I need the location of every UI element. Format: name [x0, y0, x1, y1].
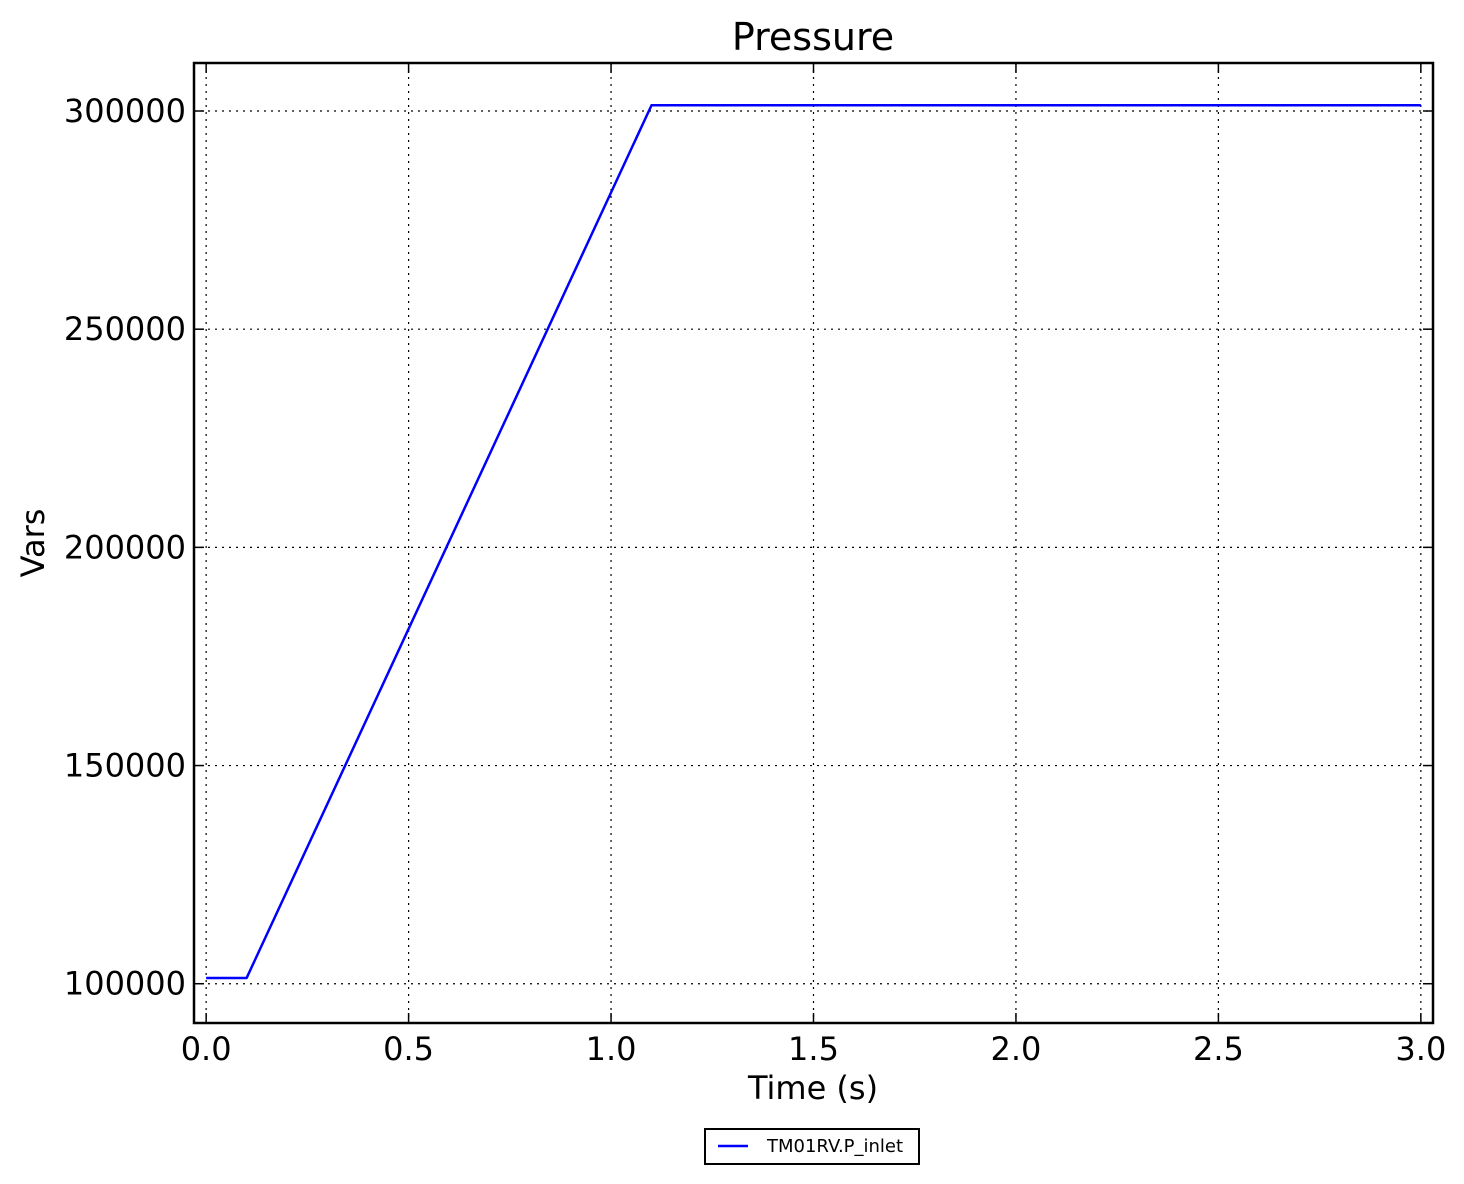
chart-title: Pressure: [732, 15, 894, 59]
y-tick-label: 300000: [64, 92, 186, 130]
x-tick-label: 0.0: [181, 1030, 232, 1068]
y-tick-label: 150000: [64, 747, 186, 785]
plot-frame: [192, 61, 1435, 1025]
x-tick-labels: 0.0 0.5 1.0 1.5 2.0 2.5 3.0: [181, 1030, 1447, 1068]
x-tick-label: 2.5: [1193, 1030, 1244, 1068]
y-tick-label: 250000: [64, 310, 186, 348]
series-line: [206, 103, 1421, 980]
y-tick-label: 200000: [64, 528, 186, 566]
x-axis-label: Time (s): [747, 1069, 878, 1107]
x-tick-label: 1.0: [586, 1030, 637, 1068]
legend: TM01RV.P_inlet: [704, 1128, 920, 1165]
y-tick-labels: 100000 150000 200000 250000 300000: [64, 92, 186, 1003]
x-tick-label: 2.0: [991, 1030, 1042, 1068]
grid: [194, 63, 1433, 1023]
x-tick-label: 1.5: [788, 1030, 839, 1068]
y-tick-label: 100000: [64, 965, 186, 1003]
y-axis-label: Vars: [14, 509, 52, 578]
x-tick-label: 3.0: [1395, 1030, 1446, 1068]
x-tick-label: 0.5: [383, 1030, 434, 1068]
ticks: [194, 63, 1433, 1023]
legend-label: TM01RV.P_inlet: [766, 1136, 903, 1157]
series-layer: [206, 103, 1421, 980]
